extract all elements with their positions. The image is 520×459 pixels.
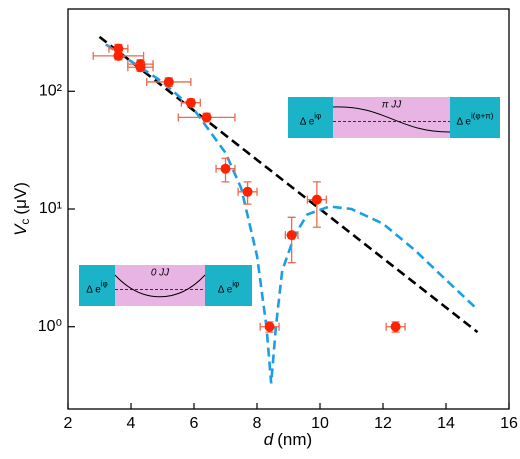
y-tick-label: 10¹ (39, 200, 62, 217)
phase-base: Δ e (457, 116, 472, 127)
plot-frame (67, 8, 510, 410)
inset-phase-label: Δ ei(φ+π) (457, 112, 494, 128)
x-tick-label: 8 (253, 415, 262, 432)
phase-exponent: iφ (232, 280, 239, 289)
inset-barrier (333, 97, 450, 138)
y-label-subscript: c (18, 219, 32, 225)
y-label-symbol: V (11, 223, 30, 236)
y-tick-label: 10² (39, 83, 63, 100)
inset-right-electrode (450, 97, 500, 138)
phase-base: Δ e (218, 284, 233, 295)
fit-line (105, 43, 479, 384)
inset-junction-label: π JJ (382, 100, 402, 111)
fit-line (98, 35, 479, 334)
inset-phase-label: Δ eiφ (300, 112, 321, 128)
phase-base: Δ e (86, 284, 101, 295)
y-axis-label: Vc (μV) (11, 182, 32, 236)
phase-exponent: iφ (101, 280, 108, 289)
inset-curve (332, 106, 451, 133)
inset-phase-label: Δ eiφ (86, 280, 107, 296)
x-tick-label: 6 (190, 415, 199, 432)
data-point (185, 97, 196, 108)
inset-left-electrode (288, 97, 333, 138)
data-point (113, 50, 124, 61)
y-label-unit: (μV) (11, 182, 30, 214)
data-point (311, 194, 322, 205)
data-point (390, 321, 401, 332)
phase-exponent: i(φ+π) (471, 112, 494, 121)
data-point (242, 186, 253, 197)
data-point (163, 76, 174, 87)
data-point (220, 163, 231, 174)
y-tick-label: 10⁰ (38, 318, 62, 335)
x-label-symbol: d (264, 430, 274, 449)
phase-exponent: iφ (314, 112, 321, 121)
x-label-unit: (nm) (277, 430, 312, 449)
data-point (264, 321, 275, 332)
inset-phase-label: Δ eiφ (218, 280, 239, 296)
inset-barrier (115, 265, 205, 306)
x-tick-label: 2 (64, 415, 73, 432)
x-tick-label: 10 (311, 415, 329, 432)
x-tick-label: 4 (127, 415, 136, 432)
inset-right-electrode (205, 265, 252, 306)
inset-junction-label: 0 JJ (151, 268, 170, 279)
data-point (286, 230, 297, 241)
x-tick-label: 12 (374, 415, 392, 432)
x-axis-label: d (nm) (264, 430, 312, 449)
x-tick-label: 16 (500, 415, 518, 432)
data-point (201, 112, 212, 123)
inset-curve (114, 274, 206, 298)
data-point (113, 43, 124, 54)
data-point (135, 62, 146, 73)
inset-left-electrode (79, 265, 115, 306)
phase-base: Δ e (300, 116, 315, 127)
x-tick-label: 14 (437, 415, 455, 432)
